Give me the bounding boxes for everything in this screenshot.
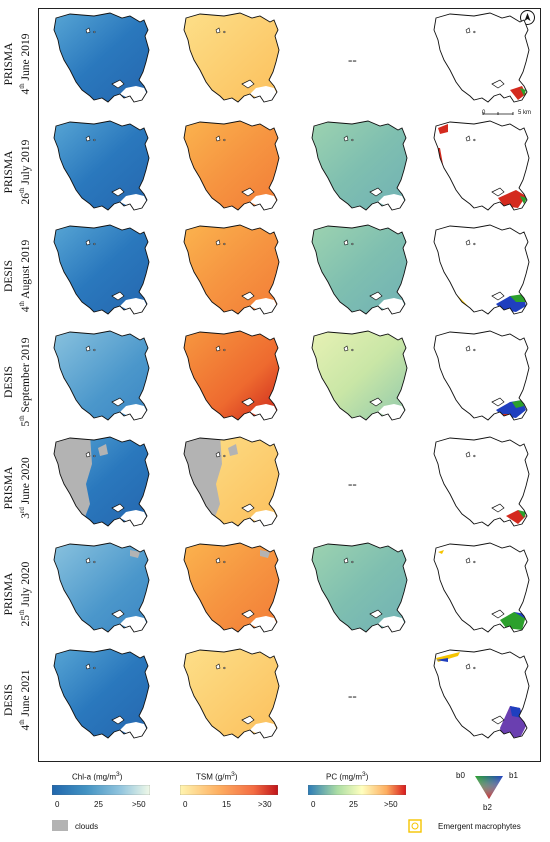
chla-map: [53, 224, 150, 315]
sensor-name: PRISMA: [3, 466, 16, 510]
acquisition-date: 4th August 2019: [18, 239, 32, 313]
macrophytes-label: Emergent macrophytes: [438, 822, 521, 831]
macrophyte-map: [433, 436, 530, 527]
acquisition-date: 25th July 2020: [18, 561, 32, 627]
acquisition-date: 4th June 2021: [18, 669, 32, 731]
macrophyte-map: [433, 12, 530, 103]
scale-five-label: 5 km: [518, 110, 532, 116]
chla-tick-mid: 25: [94, 800, 103, 809]
row-label: PRISMA 26th July 2019: [0, 120, 36, 224]
band-rgb-triangle: [475, 776, 503, 799]
row-label: DESIS 4th August 2019: [0, 224, 36, 328]
chla-map: [53, 12, 150, 103]
tsm-map: [183, 436, 280, 527]
scale-bar: [482, 112, 514, 115]
figure-frame: [38, 8, 541, 762]
macrophyte-map: [433, 224, 530, 315]
pc-map: [311, 120, 408, 211]
macrophyte-map: [433, 542, 530, 633]
north-arrow: [520, 10, 535, 25]
pc-missing-marker: --: [348, 476, 357, 491]
chla-map: [53, 648, 150, 739]
row-label: DESIS 4th June 2021: [0, 648, 36, 752]
pc-legend-title: PC (mg/m3): [326, 771, 369, 782]
pc-color-ramp: [308, 785, 406, 795]
row-label: PRISMA 25th July 2020: [0, 542, 36, 646]
row-label: PRISMA 4th June 2019: [0, 12, 36, 116]
chla-tick-min: 0: [55, 800, 60, 809]
chla-map: [53, 120, 150, 211]
tsm-map: [183, 542, 280, 633]
scale-zero-label: 0: [482, 110, 486, 116]
clouds-swatch: [52, 820, 68, 831]
acquisition-date: 4th June 2019: [18, 33, 32, 95]
tsm-map: [183, 648, 280, 739]
triangle-b0-label: b0: [456, 771, 465, 780]
sensor-name: DESIS: [3, 366, 16, 398]
pc-missing-marker: --: [348, 688, 357, 703]
macrophyte-map: [433, 648, 530, 739]
tsm-tick-max: >30: [258, 800, 272, 809]
tsm-tick-min: 0: [183, 800, 188, 809]
pc-map: [311, 224, 408, 315]
sensor-name: DESIS: [3, 260, 16, 292]
triangle-b1-label: b1: [509, 771, 518, 780]
tsm-tick-mid: 15: [222, 800, 231, 809]
chla-map: [53, 330, 150, 421]
pc-map: [311, 542, 408, 633]
tsm-map: [183, 330, 280, 421]
pc-map: [311, 330, 408, 421]
sensor-name: PRISMA: [3, 572, 16, 616]
tsm-legend-title: TSM (g/m3): [196, 771, 238, 782]
chla-legend-title: Chl-a (mg/m3): [72, 771, 123, 782]
triangle-b2-label: b2: [483, 803, 492, 812]
row-label: PRISMA 3rd June 2020: [0, 436, 36, 540]
macrophyte-map: [433, 330, 530, 421]
sensor-name: PRISMA: [3, 42, 16, 86]
acquisition-date: 3rd June 2020: [18, 457, 32, 519]
row-label: DESIS 5th September 2019: [0, 330, 36, 434]
acquisition-date: 26th July 2019: [18, 139, 32, 205]
pc-missing-marker: --: [348, 52, 357, 67]
pc-tick-min: 0: [311, 800, 316, 809]
chla-tick-max: >50: [132, 800, 146, 809]
clouds-label: clouds: [75, 822, 99, 831]
macrophyte-map: [433, 120, 530, 211]
tsm-map: [183, 224, 280, 315]
north-arrow-icon: [524, 13, 531, 21]
tsm-map: [183, 12, 280, 103]
macrophytes-swatch: [408, 819, 422, 833]
tsm-map: [183, 120, 280, 211]
pc-tick-mid: 25: [349, 800, 358, 809]
acquisition-date: 5th September 2019: [18, 337, 32, 427]
sensor-name: DESIS: [3, 684, 16, 716]
pc-tick-max: >50: [384, 800, 398, 809]
chla-color-ramp: [52, 785, 150, 795]
chla-map: [53, 542, 150, 633]
tsm-color-ramp: [180, 785, 278, 795]
sensor-name: PRISMA: [3, 150, 16, 194]
chla-map: [53, 436, 150, 527]
